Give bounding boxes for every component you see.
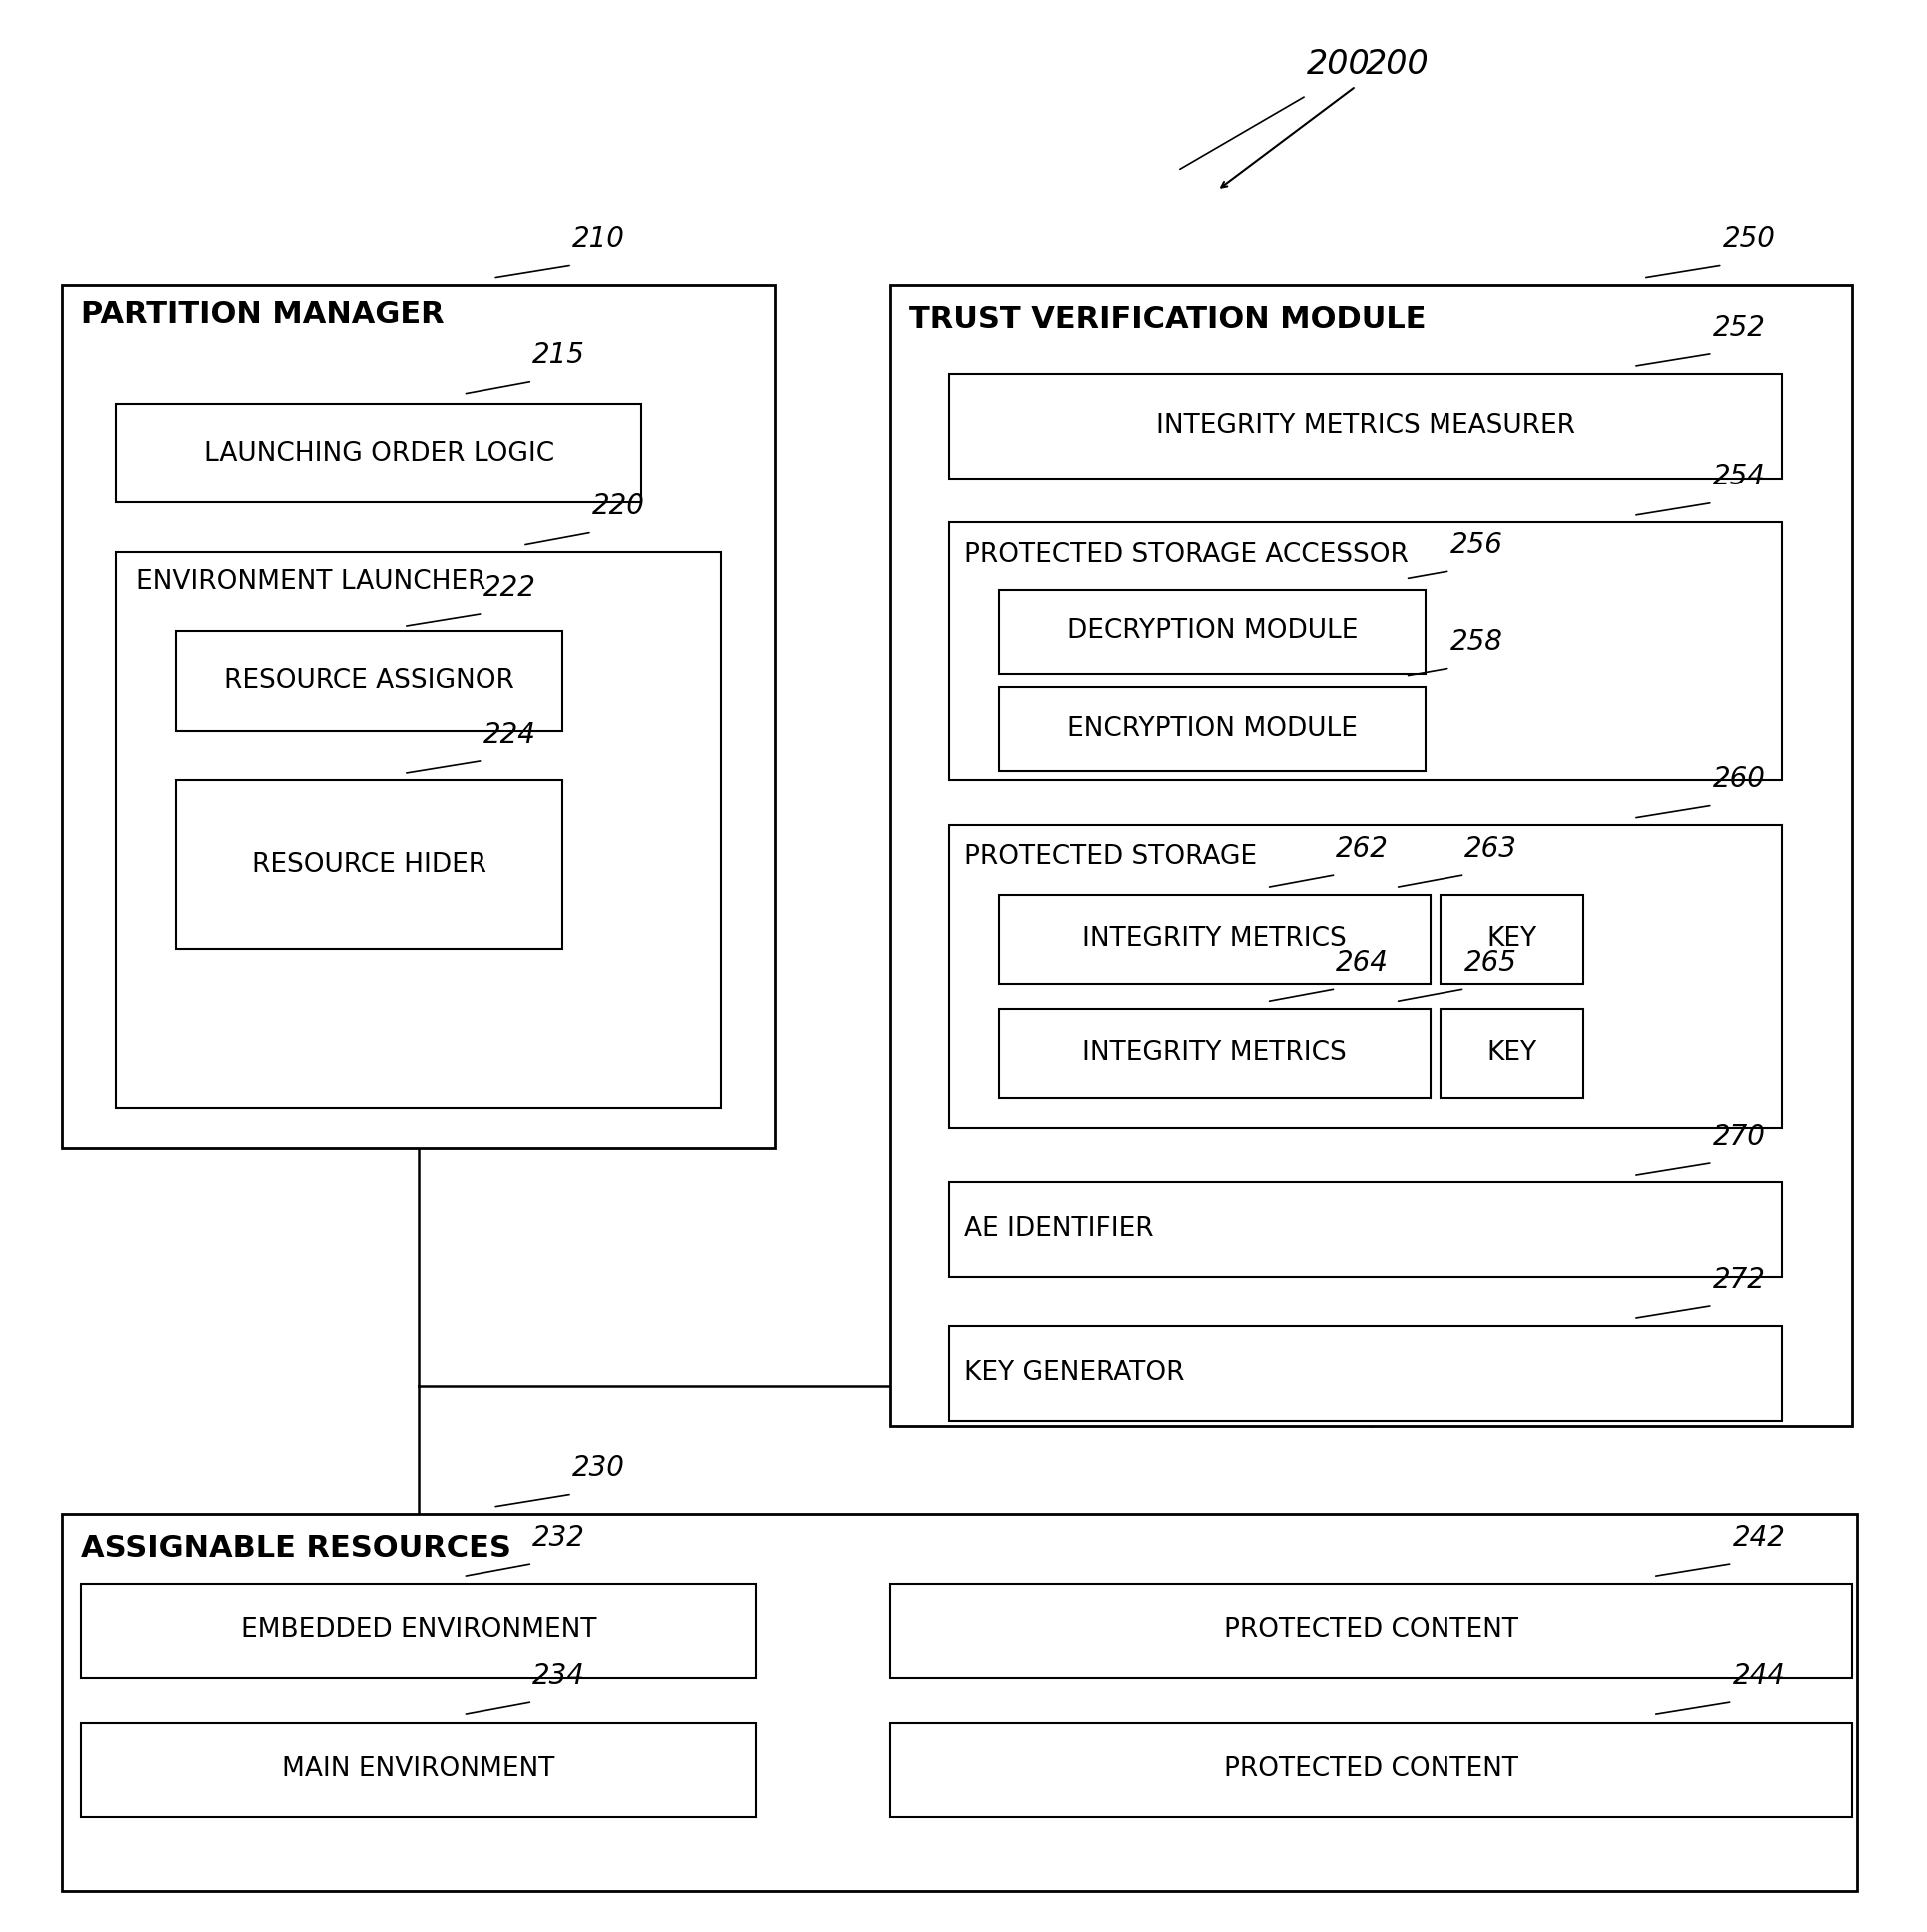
Bar xyxy=(950,1182,1782,1277)
Text: DECRYPTION MODULE: DECRYPTION MODULE xyxy=(1066,618,1357,645)
Text: 210: 210 xyxy=(572,224,624,253)
Text: KEY GENERATOR: KEY GENERATOR xyxy=(964,1360,1185,1385)
Text: 270: 270 xyxy=(1713,1122,1765,1150)
Bar xyxy=(890,284,1852,1426)
Bar xyxy=(81,1723,755,1816)
Bar xyxy=(62,284,775,1148)
Bar xyxy=(950,375,1782,477)
Text: 200: 200 xyxy=(1307,48,1370,81)
Bar xyxy=(175,632,563,730)
Bar xyxy=(998,589,1426,674)
Text: 263: 263 xyxy=(1465,835,1518,864)
Text: KEY: KEY xyxy=(1486,925,1536,952)
Bar xyxy=(116,404,642,502)
Bar xyxy=(998,895,1430,983)
Text: 262: 262 xyxy=(1335,835,1389,864)
Text: 215: 215 xyxy=(532,340,586,369)
Text: 272: 272 xyxy=(1713,1265,1765,1293)
Bar xyxy=(998,1009,1430,1097)
Text: 222: 222 xyxy=(484,574,536,603)
Text: 244: 244 xyxy=(1732,1662,1786,1690)
Text: 224: 224 xyxy=(484,721,536,750)
Text: 230: 230 xyxy=(572,1455,624,1482)
Text: PROTECTED STORAGE: PROTECTED STORAGE xyxy=(964,844,1256,869)
Text: EMBEDDED ENVIRONMENT: EMBEDDED ENVIRONMENT xyxy=(241,1617,597,1644)
Bar xyxy=(116,553,721,1107)
Bar xyxy=(950,1325,1782,1420)
Text: PROTECTED STORAGE ACCESSOR: PROTECTED STORAGE ACCESSOR xyxy=(964,543,1409,568)
Text: RESOURCE HIDER: RESOURCE HIDER xyxy=(252,852,486,877)
Text: KEY: KEY xyxy=(1486,1039,1536,1066)
Text: TRUST VERIFICATION MODULE: TRUST VERIFICATION MODULE xyxy=(910,305,1426,334)
Bar xyxy=(998,688,1426,771)
Text: LAUNCHING ORDER LOGIC: LAUNCHING ORDER LOGIC xyxy=(204,440,555,466)
Text: PROTECTED CONTENT: PROTECTED CONTENT xyxy=(1224,1756,1518,1783)
Text: 256: 256 xyxy=(1449,531,1503,560)
Text: 260: 260 xyxy=(1713,765,1765,794)
Text: INTEGRITY METRICS: INTEGRITY METRICS xyxy=(1081,1039,1347,1066)
Text: ASSIGNABLE RESOURCES: ASSIGNABLE RESOURCES xyxy=(81,1534,513,1563)
Text: ENCRYPTION MODULE: ENCRYPTION MODULE xyxy=(1068,717,1357,742)
Text: 264: 264 xyxy=(1335,949,1389,978)
Bar xyxy=(1439,1009,1584,1097)
Text: 265: 265 xyxy=(1465,949,1518,978)
Text: MAIN ENVIRONMENT: MAIN ENVIRONMENT xyxy=(281,1756,555,1783)
Text: PROTECTED CONTENT: PROTECTED CONTENT xyxy=(1224,1617,1518,1644)
Bar xyxy=(890,1584,1852,1679)
Bar xyxy=(1439,895,1584,983)
Bar xyxy=(950,825,1782,1128)
Text: AE IDENTIFIER: AE IDENTIFIER xyxy=(964,1215,1154,1242)
Text: INTEGRITY METRICS: INTEGRITY METRICS xyxy=(1081,925,1347,952)
Text: PARTITION MANAGER: PARTITION MANAGER xyxy=(81,299,445,328)
Text: INTEGRITY METRICS MEASURER: INTEGRITY METRICS MEASURER xyxy=(1156,413,1576,439)
Text: 200: 200 xyxy=(1366,48,1430,81)
Text: ENVIRONMENT LAUNCHER: ENVIRONMENT LAUNCHER xyxy=(137,570,486,595)
Text: 220: 220 xyxy=(592,493,646,522)
Bar xyxy=(175,781,563,949)
Text: 258: 258 xyxy=(1449,628,1503,657)
Bar xyxy=(81,1584,755,1679)
Text: 252: 252 xyxy=(1713,313,1765,342)
Text: 232: 232 xyxy=(532,1524,586,1551)
Text: 254: 254 xyxy=(1713,464,1765,491)
Bar xyxy=(950,524,1782,781)
Text: 234: 234 xyxy=(532,1662,586,1690)
Bar xyxy=(890,1723,1852,1816)
Text: RESOURCE ASSIGNOR: RESOURCE ASSIGNOR xyxy=(224,668,515,694)
Bar xyxy=(62,1515,1856,1891)
Text: 250: 250 xyxy=(1723,224,1775,253)
Text: 242: 242 xyxy=(1732,1524,1786,1551)
